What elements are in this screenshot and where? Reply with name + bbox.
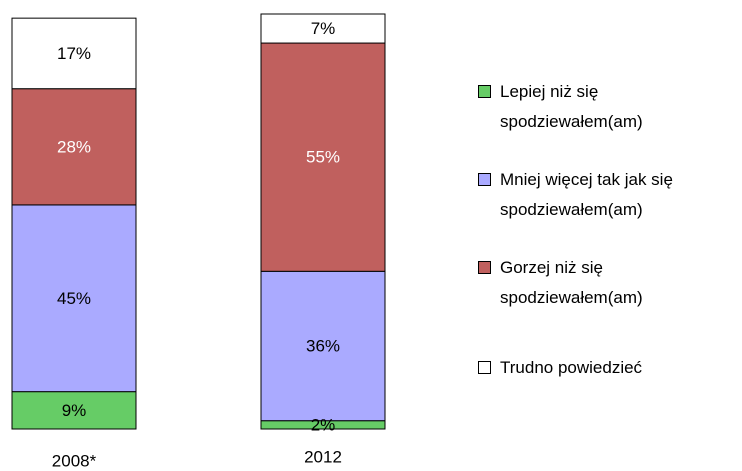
value-label: 2% — [311, 415, 336, 434]
legend-entry: Trudno powiedzieć — [478, 353, 740, 383]
value-label: 17% — [57, 44, 91, 63]
legend-swatch — [478, 85, 491, 98]
value-label: 7% — [311, 19, 336, 38]
value-label: 9% — [62, 401, 87, 420]
bar-segment — [11, 391, 137, 430]
legend-entry: Lepiej niż się spodziewałem(am) — [478, 77, 740, 137]
legend-label: Gorzej niż się spodziewałem(am) — [500, 258, 643, 307]
bar-segment — [11, 17, 137, 90]
legend-swatch — [478, 361, 491, 374]
x-tick-label: 2012 — [304, 447, 342, 466]
legend-entry: Mniej więcej tak jak się spodziewałem(am… — [478, 165, 740, 225]
value-label: 28% — [57, 137, 91, 156]
x-tick-label: 2008* — [52, 451, 97, 470]
value-label: 36% — [306, 336, 340, 355]
value-label: 45% — [57, 289, 91, 308]
legend-swatch — [478, 261, 491, 274]
legend-label: Trudno powiedzieć — [500, 358, 643, 377]
bar-segment — [260, 13, 386, 44]
legend-label: Mniej więcej tak jak się spodziewałem(am… — [500, 170, 673, 219]
legend-label: Lepiej niż się spodziewałem(am) — [500, 82, 643, 131]
bar-segment — [260, 42, 386, 272]
legend-swatch — [478, 173, 491, 186]
bar-segment — [11, 204, 137, 393]
value-label: 55% — [306, 148, 340, 167]
legend-entry: Gorzej niż się spodziewałem(am) — [478, 253, 740, 313]
